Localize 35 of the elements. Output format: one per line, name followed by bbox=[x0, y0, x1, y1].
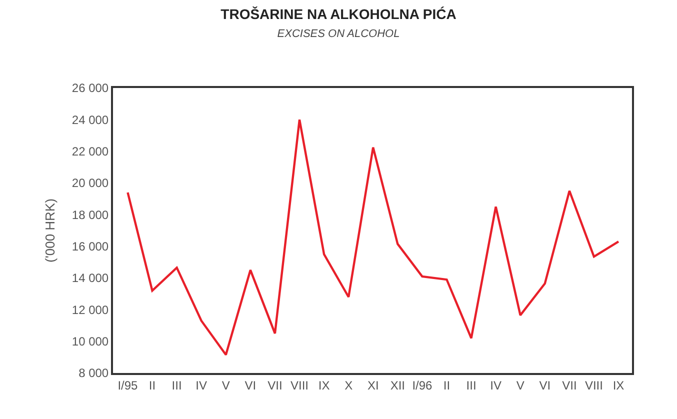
x-tick-label: XI bbox=[367, 378, 379, 392]
y-axis-title: ('000 HRK) bbox=[42, 198, 58, 262]
x-tick-label: VIII bbox=[584, 378, 603, 392]
x-tick-label: III bbox=[466, 378, 476, 392]
y-tick-label: 16 000 bbox=[72, 240, 109, 254]
x-tick-label: IX bbox=[612, 378, 624, 392]
x-tick-label: II bbox=[443, 378, 450, 392]
x-tick-label: XII bbox=[390, 378, 405, 392]
y-tick-label: 8 000 bbox=[78, 366, 109, 380]
y-tick-label: 24 000 bbox=[72, 112, 109, 127]
x-tick-label: VI bbox=[244, 378, 256, 392]
line-series bbox=[126, 118, 620, 356]
x-tick-label: VIII bbox=[290, 378, 309, 392]
y-tick-label: 26 000 bbox=[72, 81, 109, 96]
x-tick-label: VI bbox=[539, 378, 551, 392]
chart-title: TROŠARINE NA ALKOHOLNA PIĆA bbox=[220, 6, 456, 22]
x-tick-label: V bbox=[516, 378, 524, 392]
x-tick-label: III bbox=[172, 378, 182, 392]
chart-subtitle: EXCISES ON ALCOHOL bbox=[277, 28, 400, 40]
y-tick-label: 22 000 bbox=[72, 144, 109, 159]
x-tick-label: I/95 bbox=[118, 378, 138, 392]
y-tick-label: 20 000 bbox=[72, 176, 109, 190]
x-tick-label: VII bbox=[268, 378, 282, 392]
x-tick-label: IV bbox=[490, 378, 502, 392]
y-tick-label: 12 000 bbox=[72, 302, 109, 317]
y-tick-label: 10 000 bbox=[72, 334, 109, 349]
x-tick-label: IX bbox=[318, 378, 330, 392]
x-tick-label: IV bbox=[196, 378, 208, 392]
x-tick-label: V bbox=[222, 378, 230, 392]
x-tick-label: VII bbox=[562, 378, 577, 392]
y-tick-label: 14 000 bbox=[72, 271, 109, 286]
x-tick-label: I/96 bbox=[412, 378, 433, 392]
y-tick-label: 18 000 bbox=[72, 208, 109, 222]
x-tick-label: X bbox=[344, 378, 353, 392]
x-tick-label: II bbox=[148, 378, 156, 392]
